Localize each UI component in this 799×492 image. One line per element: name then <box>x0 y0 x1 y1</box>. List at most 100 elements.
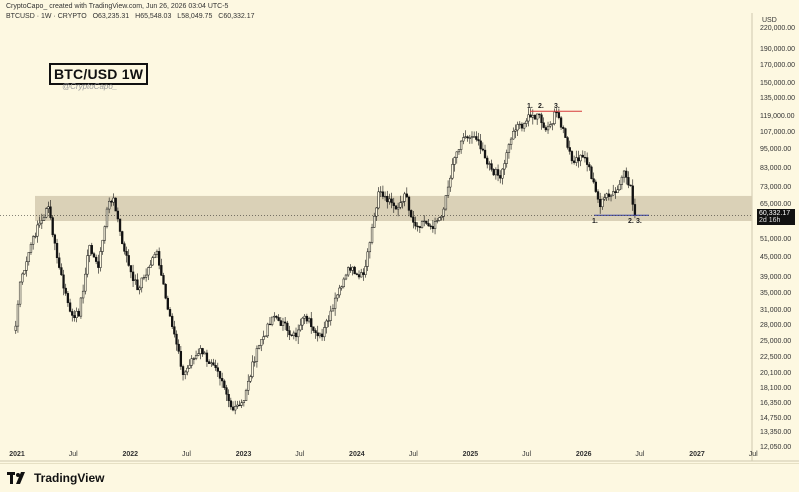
time-tick-label: 2021 <box>9 451 25 458</box>
candle-body <box>549 124 552 127</box>
candle-body <box>451 164 454 179</box>
candle-body <box>266 323 269 337</box>
price-pane <box>0 13 752 461</box>
candle-body <box>401 201 404 203</box>
candle-body <box>557 112 561 118</box>
candle-body <box>449 177 452 188</box>
candle-body <box>381 191 385 197</box>
candle-body <box>425 220 428 224</box>
candle-body <box>71 311 74 316</box>
candle-body <box>605 193 608 198</box>
candle-body <box>577 157 580 162</box>
candle-body <box>325 320 328 328</box>
candle-body <box>412 216 415 223</box>
candle-body <box>279 320 282 326</box>
candle-body <box>481 148 485 151</box>
price-tick-label: 12,050.00 <box>760 443 792 451</box>
candle-body <box>118 218 122 232</box>
candle-body <box>468 137 471 139</box>
time-tick-label: Jul <box>295 451 305 458</box>
candle-body <box>116 210 120 220</box>
candle-body <box>564 128 567 138</box>
candle-body <box>512 130 515 140</box>
candle-body <box>486 157 489 165</box>
candle-body <box>316 332 319 337</box>
candle-body <box>590 166 593 179</box>
candle-body <box>270 316 274 325</box>
candle-body <box>475 136 478 140</box>
price-tick-label: 170,000.00 <box>760 61 796 69</box>
candle-body <box>66 293 70 304</box>
last-price-tag: 60,332.17 2d 16h <box>757 209 795 226</box>
candle-body <box>294 332 298 338</box>
candle-body <box>307 318 311 322</box>
candle-body <box>21 273 24 283</box>
candle-body <box>320 333 324 338</box>
candle-body <box>525 120 528 124</box>
tradingview-logo[interactable]: TradingView <box>7 471 104 485</box>
candle-body <box>29 244 33 253</box>
candle-body <box>253 361 256 363</box>
candle-body <box>197 353 200 356</box>
candle-body <box>444 195 448 210</box>
candle-body <box>14 325 17 331</box>
candle-body <box>162 275 165 285</box>
candle-body <box>186 367 189 373</box>
candle-body <box>459 140 463 150</box>
candle-body <box>53 234 57 244</box>
candle-body <box>112 197 115 203</box>
candle-body <box>73 315 76 318</box>
candle-body <box>351 266 354 271</box>
candle-body <box>229 400 232 408</box>
candle-body <box>175 333 178 345</box>
candle-body <box>262 336 265 340</box>
currency-label[interactable]: USD <box>762 17 777 24</box>
candle-body <box>520 123 524 129</box>
price-tick-label: 25,000.00 <box>760 338 792 346</box>
price-tick-label: 13,350.00 <box>760 429 792 437</box>
candle-body <box>551 123 554 125</box>
candle-body <box>466 136 469 139</box>
annotation-bottom-1: 1. <box>592 218 598 225</box>
candle-body <box>240 402 243 406</box>
candle-body <box>151 257 154 266</box>
candle-body <box>155 251 159 255</box>
symbol-label: BTCUSD · 1W · CRYPTO <box>6 13 87 20</box>
candle-body <box>247 380 250 391</box>
candle-body <box>25 261 28 271</box>
candle-body <box>166 297 169 310</box>
time-tick-label: Jul <box>748 451 758 458</box>
candle-body <box>364 266 367 275</box>
low-value: L58,049.75 <box>177 13 213 20</box>
candle-body <box>192 358 196 360</box>
candle-body <box>273 315 276 318</box>
candle-body <box>223 380 226 388</box>
price-tick-label: 107,000.00 <box>760 128 796 136</box>
candle-body <box>599 198 602 208</box>
candle-body <box>416 225 419 228</box>
candle-body <box>629 184 632 187</box>
candle-body <box>518 123 521 126</box>
candle-body <box>220 378 224 382</box>
candle-body <box>149 264 152 268</box>
price-tick-label: 220,000.00 <box>760 24 796 32</box>
candle-body <box>488 163 491 165</box>
candle-body <box>277 317 280 321</box>
candle-body <box>494 169 498 176</box>
annotation-bottom-3: 3. <box>636 218 642 225</box>
candle-body <box>433 221 437 229</box>
price-tick-label: 18,100.00 <box>760 385 792 393</box>
candle-body <box>601 198 604 208</box>
candle-body <box>368 242 372 253</box>
candle-body <box>181 366 185 375</box>
candle-body <box>609 194 613 197</box>
candle-body <box>349 267 352 271</box>
candle-body <box>392 202 395 206</box>
candle-body <box>179 351 183 367</box>
candle-body <box>188 365 191 369</box>
candle-body <box>407 196 411 211</box>
candle-body <box>288 330 291 336</box>
time-tick-label: 2027 <box>689 451 705 458</box>
candle-body <box>123 243 126 252</box>
